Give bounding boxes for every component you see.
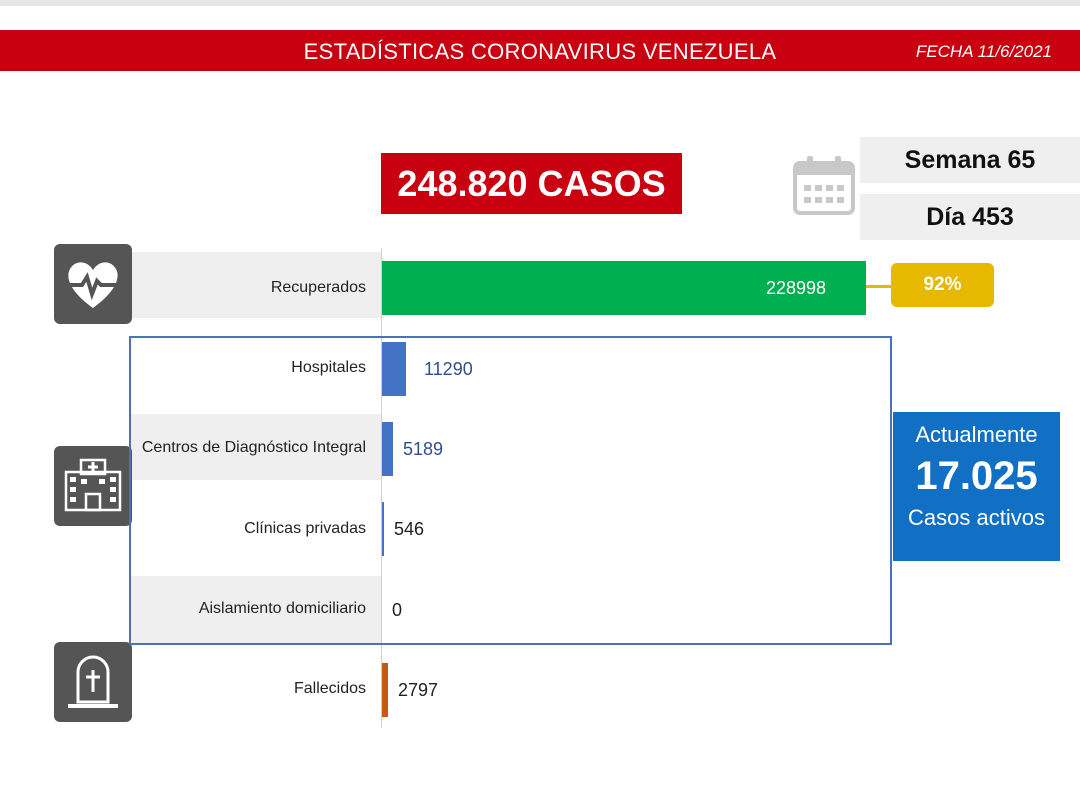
recovered-percent-badge: 92% bbox=[891, 263, 994, 307]
day-label: Día 453 bbox=[860, 194, 1080, 240]
hospital-icon-box bbox=[54, 446, 132, 526]
active-cases-frame bbox=[129, 336, 892, 645]
active-heading: Actualmente bbox=[915, 422, 1038, 447]
week-label: Semana 65 bbox=[860, 137, 1080, 183]
bar-clinicas bbox=[382, 502, 384, 556]
active-count: 17.025 bbox=[915, 454, 1038, 498]
tombstone-icon bbox=[68, 655, 118, 708]
value-label-recuperados: 228998 bbox=[766, 278, 827, 298]
value-label-clinicas: 546 bbox=[394, 519, 425, 539]
category-label-clinicas: Clínicas privadas bbox=[244, 520, 366, 537]
value-label-fallecidos: 2797 bbox=[398, 680, 439, 700]
value-label-hospitales: 11290 bbox=[424, 359, 473, 379]
header-banner: ESTADÍSTICAS CORONAVIRUS VENEZUELA FECHA… bbox=[0, 30, 1080, 71]
category-label-cdi: Centros de Diagnóstico Integral bbox=[141, 439, 366, 456]
category-label-fallecidos: Fallecidos bbox=[293, 680, 366, 697]
heart-pulse-icon bbox=[66, 262, 120, 308]
bar-cdi bbox=[382, 422, 393, 476]
total-cases-badge: 248.820 CASOS bbox=[381, 153, 682, 214]
value-label-cdi: 5189 bbox=[403, 439, 444, 459]
page-title: ESTADÍSTICAS CORONAVIRUS VENEZUELA bbox=[303, 39, 777, 64]
active-caption: Casos activos bbox=[908, 505, 1045, 530]
calendar-icon bbox=[793, 156, 855, 215]
report-date: FECHA 11/6/2021 bbox=[915, 42, 1052, 61]
deceased-icon-box bbox=[54, 642, 132, 722]
top-divider bbox=[0, 0, 1080, 6]
category-label-aislamiento: Aislamiento domiciliario bbox=[198, 600, 366, 617]
bar-hospitales bbox=[382, 342, 406, 396]
percent-connector bbox=[866, 285, 891, 288]
bar-fallecidos bbox=[382, 663, 388, 717]
hospital-icon bbox=[64, 458, 122, 512]
row-bg-recuperados bbox=[131, 252, 381, 318]
value-label-aislamiento: 0 bbox=[392, 600, 403, 620]
row-bg-cdi bbox=[131, 414, 381, 480]
active-cases-box: Actualmente 17.025 Casos activos bbox=[893, 412, 1060, 561]
chart-axis-line bbox=[381, 248, 382, 728]
bar-recuperados bbox=[382, 261, 866, 315]
category-label-recuperados: Recuperados bbox=[270, 279, 366, 296]
row-bg-aislamiento bbox=[131, 576, 381, 644]
recovered-icon-box bbox=[54, 244, 132, 324]
category-label-hospitales: Hospitales bbox=[291, 359, 366, 376]
